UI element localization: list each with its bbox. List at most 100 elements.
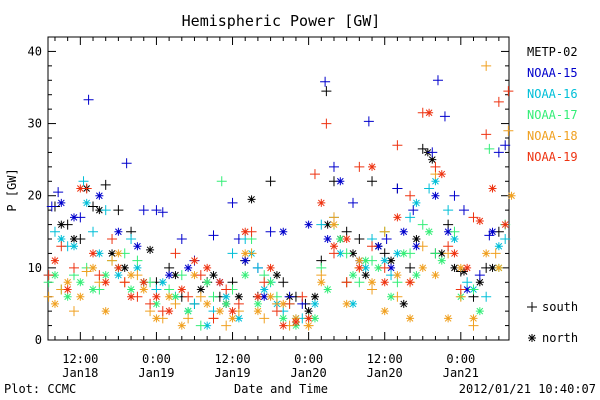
point-south-metp-02 xyxy=(100,179,111,190)
point-south-noaa-17 xyxy=(341,248,352,259)
point-north-noaa-16 xyxy=(222,292,231,301)
point-south-noaa-19 xyxy=(195,270,206,281)
point-north-noaa-15 xyxy=(336,177,345,186)
point-south-metp-02 xyxy=(321,86,332,97)
point-north-noaa-18 xyxy=(165,292,174,301)
point-south-noaa-15 xyxy=(157,207,168,218)
point-north-noaa-18 xyxy=(279,299,288,308)
point-north-noaa-18 xyxy=(317,278,326,287)
point-north-noaa-18 xyxy=(304,321,313,330)
point-north-noaa-17 xyxy=(412,271,421,280)
point-north-noaa-18 xyxy=(190,271,199,280)
point-south-metp-02 xyxy=(88,201,99,212)
point-south-noaa-19 xyxy=(284,298,295,309)
point-south-noaa-18 xyxy=(379,226,390,237)
point-south-noaa-17 xyxy=(132,255,143,266)
point-north-metp-02 xyxy=(196,285,205,294)
point-north-noaa-18 xyxy=(494,263,503,272)
point-south-noaa-19 xyxy=(354,161,365,172)
point-north-metp-02 xyxy=(428,155,437,164)
point-north-metp-02 xyxy=(234,292,243,301)
point-north-noaa-17 xyxy=(349,271,358,280)
point-south-noaa-19 xyxy=(392,140,403,151)
point-north-noaa-15 xyxy=(323,235,332,243)
series-metp-02 xyxy=(49,86,504,316)
point-south-noaa-15 xyxy=(363,116,374,127)
point-north-noaa-17 xyxy=(127,285,136,294)
point-south-noaa-19 xyxy=(321,118,332,129)
legend-entry: NOAA-15 xyxy=(527,66,578,80)
point-north-noaa-19 xyxy=(355,263,364,272)
x-tick-time-label: 12:00 xyxy=(214,352,250,366)
x-axis-ticks: 12:00Jan180:00Jan1912:00Jan190:00Jan2012… xyxy=(54,37,500,380)
point-south-noaa-19 xyxy=(221,284,232,295)
point-south-noaa-16 xyxy=(405,212,416,223)
point-south-noaa-16 xyxy=(462,277,473,288)
y-tick-label: 0 xyxy=(35,333,42,347)
point-south-noaa-19 xyxy=(271,306,282,317)
point-south-noaa-17 xyxy=(195,320,206,331)
point-south-noaa-15 xyxy=(227,197,238,208)
point-south-noaa-15 xyxy=(151,205,162,216)
point-north-noaa-15 xyxy=(133,242,142,251)
point-north-noaa-17 xyxy=(222,299,231,308)
point-north-noaa-16 xyxy=(133,263,142,272)
point-north-noaa-18 xyxy=(342,299,351,308)
point-north-noaa-19 xyxy=(76,184,85,193)
point-south-noaa-16 xyxy=(227,248,238,259)
point-south-noaa-19 xyxy=(107,234,118,244)
point-south-noaa-17 xyxy=(354,277,365,288)
point-north-metp-02 xyxy=(304,307,313,316)
point-south-noaa-17 xyxy=(216,176,227,187)
point-north-metp-02 xyxy=(69,235,78,243)
point-north-noaa-17 xyxy=(241,271,250,280)
point-north-noaa-19 xyxy=(406,278,415,287)
point-north-noaa-15 xyxy=(463,285,472,294)
point-south-noaa-15 xyxy=(458,205,469,216)
point-south-noaa-19 xyxy=(94,270,105,281)
point-south-noaa-18 xyxy=(259,313,270,324)
point-north-noaa-15 xyxy=(399,227,408,236)
point-south-noaa-15 xyxy=(138,205,149,216)
point-south-noaa-17 xyxy=(176,270,187,281)
point-north-metp-02 xyxy=(488,263,497,272)
point-south-noaa-17 xyxy=(208,291,219,302)
point-south-noaa-19 xyxy=(503,86,514,97)
point-south-noaa-15 xyxy=(449,190,460,201)
point-north-metp-02 xyxy=(459,267,468,276)
point-north-noaa-16 xyxy=(114,271,123,280)
point-north-noaa-18 xyxy=(507,191,516,200)
x-tick-date-label: Jan18 xyxy=(62,366,98,380)
x-tick-time-label: 0:00 xyxy=(446,352,475,366)
point-south-noaa-18 xyxy=(170,298,181,309)
point-south-noaa-19 xyxy=(170,248,181,259)
x-tick-time-label: 12:00 xyxy=(367,352,403,366)
point-north-noaa-15 xyxy=(304,220,313,229)
point-north-noaa-18 xyxy=(418,263,427,272)
point-north-noaa-19 xyxy=(291,317,300,326)
point-south-noaa-19 xyxy=(68,262,79,273)
point-north-noaa-17 xyxy=(63,292,72,301)
point-north-metp-02 xyxy=(57,220,66,229)
point-north-noaa-17 xyxy=(89,285,98,294)
point-north-noaa-19 xyxy=(89,249,98,258)
point-north-noaa-19 xyxy=(317,198,326,207)
point-south-noaa-18 xyxy=(195,291,206,302)
point-south-noaa-19 xyxy=(481,129,492,140)
x-tick-time-label: 12:00 xyxy=(62,352,98,366)
x-tick-date-label: Jan19 xyxy=(138,366,174,380)
point-north-noaa-15 xyxy=(488,227,497,236)
point-north-metp-02 xyxy=(272,271,281,280)
legend-entry: NOAA-17 xyxy=(527,108,578,122)
point-north-noaa-19 xyxy=(304,314,313,323)
point-north-noaa-18 xyxy=(393,271,402,280)
point-south-noaa-15 xyxy=(53,187,64,198)
point-north-noaa-15 xyxy=(69,213,78,222)
point-north-noaa-17 xyxy=(266,278,275,287)
point-south-noaa-18 xyxy=(417,241,428,252)
point-north-noaa-16 xyxy=(310,299,319,308)
point-north-noaa-19 xyxy=(215,278,224,287)
point-south-metp-02 xyxy=(113,205,124,216)
point-south-noaa-15 xyxy=(320,76,331,87)
point-north-noaa-19 xyxy=(139,278,148,287)
